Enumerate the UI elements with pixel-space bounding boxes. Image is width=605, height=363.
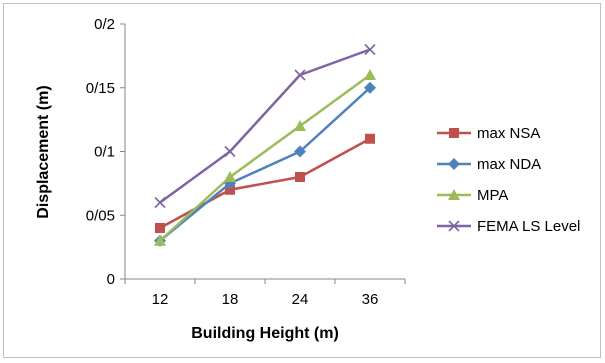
x-ticks: 12 18 24 36 xyxy=(124,279,406,308)
legend-label: max NDA xyxy=(477,156,541,173)
x-axis-title: Building Height (m) xyxy=(191,325,339,342)
legend-item-fema-ls-level: FEMA LS Level xyxy=(437,218,580,235)
legend-marker xyxy=(448,158,460,170)
y-ticks: 0 0/05 0/1 0/15 0/2 xyxy=(86,16,125,288)
legend-item-mpa: MPA xyxy=(437,187,508,204)
data-point xyxy=(364,69,376,80)
data-point xyxy=(155,223,165,233)
legend-label: MPA xyxy=(477,187,508,204)
data-point xyxy=(224,145,236,158)
series-line-max-nda xyxy=(159,86,371,242)
y-tick-label: 0 xyxy=(107,271,115,288)
data-point xyxy=(294,69,306,81)
series-line-fema-ls-level xyxy=(159,48,371,204)
y-axis-title: Displacement (m) xyxy=(35,85,52,218)
series-layer xyxy=(154,43,376,247)
data-point xyxy=(294,145,306,158)
legend: max NSA max NDA MPA FEMA LS Level xyxy=(437,125,580,235)
legend-item-max-nsa: max NSA xyxy=(437,125,540,142)
series-mpa xyxy=(154,69,376,246)
x-tick-label: 36 xyxy=(362,291,379,308)
y-tick-label: 0/2 xyxy=(94,16,115,33)
legend-label: FEMA LS Level xyxy=(477,218,580,235)
series-line-mpa xyxy=(159,73,371,242)
series-fema-ls-level xyxy=(154,43,376,209)
data-point xyxy=(364,81,376,94)
series-max-nda xyxy=(154,81,376,247)
data-point xyxy=(154,196,166,209)
data-point xyxy=(364,43,376,56)
y-tick-label: 0/1 xyxy=(94,144,115,161)
legend-marker xyxy=(448,220,460,232)
data-point xyxy=(224,171,236,182)
data-point xyxy=(294,120,306,131)
y-tick-label: 0/15 xyxy=(86,80,115,97)
y-tick-label: 0/05 xyxy=(86,207,115,224)
legend-item-max-nda: max NDA xyxy=(437,156,541,173)
data-point xyxy=(295,172,305,182)
legend-marker xyxy=(448,189,460,200)
x-tick-label: 24 xyxy=(292,291,309,308)
legend-label: max NSA xyxy=(477,125,540,142)
data-point xyxy=(365,133,375,144)
data-point xyxy=(154,234,166,246)
x-tick-label: 12 xyxy=(152,291,169,308)
data-point xyxy=(225,184,235,195)
x-tick-label: 18 xyxy=(222,291,239,308)
legend-marker xyxy=(449,128,459,138)
